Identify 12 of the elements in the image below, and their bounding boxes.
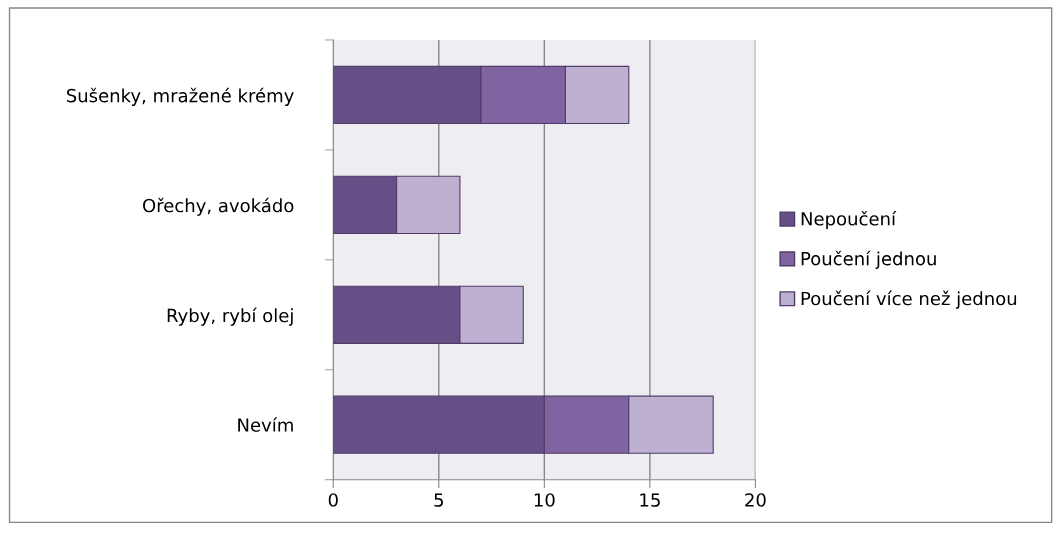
x-tick-label: 10 <box>534 493 555 507</box>
legend-label: Poučení více než jednou <box>801 290 1017 309</box>
y-tick-label: Ryby, rybí olej <box>167 307 293 326</box>
x-tick-label: 15 <box>640 493 660 507</box>
x-tick-label: 5 <box>434 493 443 507</box>
x-tick-label: 0 <box>328 493 338 507</box>
legend-label: Poučení jednou <box>801 250 936 269</box>
x-tick-label: 20 <box>745 493 766 507</box>
y-tick-label: Ořechy, avokádo <box>143 197 294 216</box>
legend-label: Nepoučení <box>801 210 897 230</box>
y-tick-label: Nevím <box>238 417 293 432</box>
y-tick-label: Sušenky, mražené krémy <box>66 87 294 106</box>
